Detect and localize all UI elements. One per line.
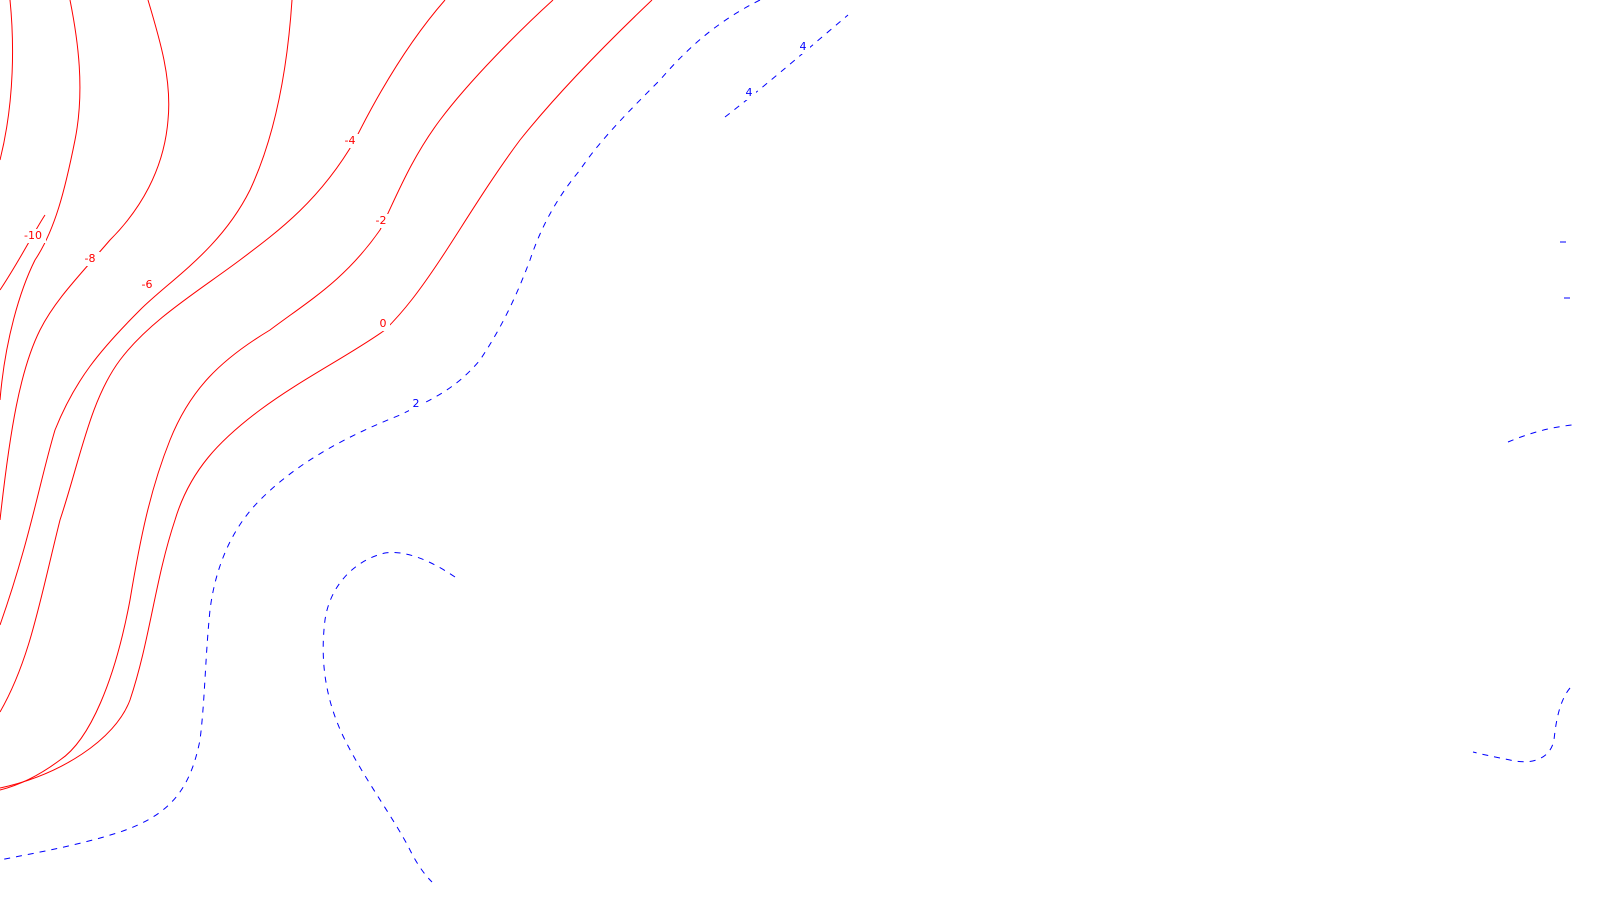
contour-line-zero	[0, 0, 554, 791]
contour-line-pos2-right-d	[1472, 687, 1571, 763]
contour-line-zero-b	[384, 0, 653, 331]
contour-label-pos2-text: 2	[413, 397, 420, 410]
contour-line-pos2-loop	[322, 551, 456, 883]
contour-label-neg4-text: -4	[345, 134, 356, 147]
contour-label-zero-text: 0	[380, 317, 387, 330]
contour-line-pos4	[724, 14, 849, 118]
contour-label-neg4: -4	[340, 134, 360, 148]
contour-line-neg6	[0, 0, 170, 521]
contour-label-neg2: -2	[371, 214, 391, 228]
contour-line-pos2	[0, 0, 761, 861]
contour-label-pos4-text: 4	[746, 86, 753, 99]
contour-line-neg8	[0, 0, 81, 401]
contour-label-pos4b: 4	[796, 40, 810, 54]
contour-label-neg2-text: -2	[376, 214, 387, 227]
contour-label-pos4b-text: 4	[800, 40, 807, 53]
contour-line-neg10-b	[0, 214, 46, 291]
contour-label-neg8: -8	[80, 252, 100, 266]
contour-line-pos2-right-c	[1507, 424, 1573, 443]
contour-label-neg10-text: -10	[24, 229, 42, 242]
contour-line-neg10	[0, 0, 14, 161]
contour-line-neg4	[0, 0, 293, 626]
contour-label-neg10: -10	[20, 229, 46, 243]
contour-line-neg2	[0, 0, 446, 713]
contour-label-neg6-text: -6	[142, 278, 153, 291]
contour-label-neg6: -6	[137, 278, 157, 292]
contour-label-pos4: 4	[742, 86, 756, 100]
contour-line-zero-c	[0, 329, 386, 789]
contour-label-zero: 0	[376, 317, 390, 331]
contour-label-pos2: 2	[409, 397, 423, 411]
contour-label-neg8-text: -8	[85, 252, 96, 265]
